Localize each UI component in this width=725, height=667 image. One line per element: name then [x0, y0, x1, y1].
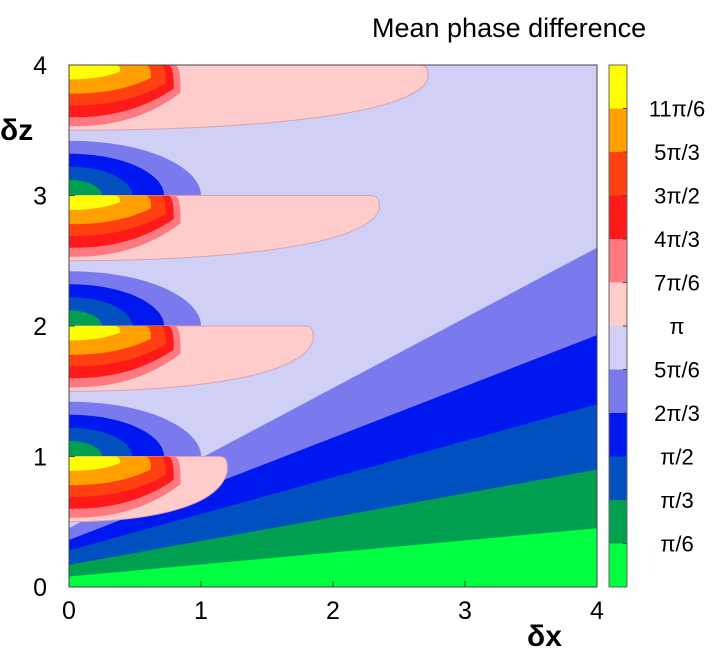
colorbar-label: π/6 — [660, 532, 694, 557]
contour-band-level-0 — [69, 528, 597, 587]
colorbar-label: 2π/3 — [654, 401, 700, 426]
x-tick-label: 1 — [194, 597, 208, 625]
colorbar-swatch — [609, 239, 627, 283]
contour-lobe-level-1 — [69, 310, 102, 326]
x-axis-label: δx — [527, 620, 562, 653]
x-tick-label: 4 — [590, 597, 604, 625]
colorbar-label: 7π/6 — [654, 271, 700, 296]
colorbar-swatch — [609, 500, 627, 544]
y-tick-label: 2 — [33, 313, 47, 341]
contour-lobe-level-11 — [69, 456, 121, 471]
contour-lobe-level-11 — [69, 326, 121, 341]
colorbar-label: π/2 — [660, 445, 694, 470]
colorbar-label: π/3 — [660, 488, 694, 513]
x-tick-label: 0 — [62, 597, 76, 625]
colorbar-swatch — [609, 152, 627, 196]
y-tick-label: 3 — [33, 183, 47, 211]
colorbar-swatch — [609, 65, 627, 109]
colorbar-swatch — [609, 195, 627, 239]
colorbar-label: 5π/3 — [654, 140, 700, 165]
x-tick-label: 3 — [458, 597, 472, 625]
colorbar-label: π — [669, 314, 684, 339]
contour-lobe-level-1 — [69, 179, 102, 196]
colorbar-swatch — [609, 413, 627, 457]
colorbar-swatch — [609, 108, 627, 152]
contour-lobe-level-11 — [69, 195, 121, 210]
colorbar-label: 3π/2 — [654, 184, 700, 209]
colorbar-swatch — [609, 326, 627, 370]
colorbar-label: 4π/3 — [654, 227, 700, 252]
chart-title: Mean phase difference — [372, 13, 646, 43]
colorbar-swatch — [609, 543, 627, 587]
colorbar-swatch — [609, 456, 627, 500]
y-tick-label: 1 — [33, 444, 47, 472]
y-axis-label: δz — [0, 114, 33, 147]
colorbar-swatch — [609, 369, 627, 413]
y-tick-label: 4 — [33, 52, 47, 80]
colorbar-frame — [608, 64, 628, 588]
colorbar-label: 5π/6 — [654, 358, 700, 383]
colorbar-label: 11π/6 — [649, 97, 705, 122]
contour-lobe-level-11 — [69, 65, 121, 80]
colorbar-swatch — [609, 282, 627, 326]
contour-lobe-level-1 — [69, 440, 102, 457]
x-tick-label: 2 — [326, 597, 340, 625]
y-tick-label: 0 — [33, 574, 47, 602]
